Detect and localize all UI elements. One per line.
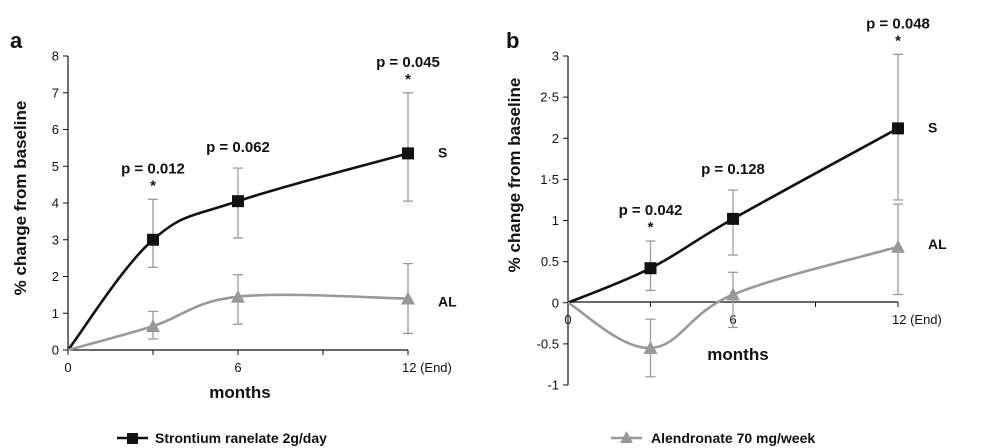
- legend-label-alendronate: Alendronate 70 mg/week: [651, 430, 815, 446]
- panel-b-point-strontium: [892, 122, 904, 135]
- panel-b-point-alendronate: [643, 340, 658, 354]
- panel-a-pvalue-label: p = 0.062: [206, 139, 270, 156]
- panel-b-y-tick-label: -0.5: [537, 336, 559, 351]
- panel-b-pvalue-label: p = 0.048: [866, 15, 930, 32]
- panel-a-point-strontium: [232, 195, 244, 208]
- panel-b-x-tick-label: 0: [564, 312, 571, 327]
- panel-a-y-tick-label: 0: [52, 343, 59, 358]
- panel-b-y-tick-label: 3: [552, 49, 559, 64]
- legend-marker-triangle: [620, 431, 633, 443]
- panel-a-x-tick-label: 6: [234, 360, 241, 375]
- legend-marker-square: [127, 433, 138, 444]
- panel-a-x-tick-label: 12 (End): [402, 360, 452, 375]
- panel-a-y-tick-label: 2: [52, 269, 59, 284]
- panel-b-y-tick-label: -1: [547, 378, 559, 393]
- legend-item-strontium: Strontium ranelate 2g/day: [117, 430, 327, 446]
- panel-a-series-label-alendronate: AL: [438, 294, 457, 310]
- panel-b-point-strontium: [644, 262, 657, 275]
- panel-a-significance-star: *: [150, 177, 156, 194]
- panel-b-y-tick-label: 2: [552, 131, 559, 146]
- panel-a-pvalue-label: p = 0.012: [121, 160, 185, 177]
- panel-a-y-tick-label: 6: [52, 122, 59, 137]
- panel-a-y-tick-label: 3: [52, 232, 59, 247]
- panel-b-significance-star: *: [895, 32, 901, 49]
- panel-b-pvalue-label: p = 0.128: [701, 161, 765, 178]
- panel-b-y-tick-label: 1·5: [540, 172, 559, 187]
- panel-b-y-tick-label: 2·5: [540, 90, 559, 105]
- panel-a-y-tick-label: 7: [52, 85, 59, 100]
- panel-a-pvalue-label: p = 0.045: [376, 54, 440, 71]
- panel-b-ylabel: % change from baseline: [505, 78, 524, 273]
- legend-label-strontium: Strontium ranelate 2g/day: [155, 430, 327, 446]
- panel-b-y-tick-label: 1: [552, 213, 559, 228]
- panel-b-series-label-strontium: S: [928, 119, 937, 135]
- panel-b-line-alendronate: [567, 245, 899, 350]
- panel-a-y-tick-label: 5: [52, 159, 59, 174]
- panel-a-point-strontium: [402, 147, 414, 160]
- legend-item-alendronate: Alendronate 70 mg/week: [611, 430, 815, 446]
- panel-a-y-tick-label: 4: [52, 196, 59, 211]
- panel-a-line-alendronate: [67, 293, 409, 352]
- panel-a-point-alendronate: [146, 319, 160, 333]
- panel-a-xlabel: months: [209, 383, 270, 402]
- panel-a-y-tick-label: 8: [52, 49, 59, 64]
- panel-b-point-alendronate: [891, 239, 905, 253]
- panel-b-line-strontium: [567, 127, 899, 304]
- panel-a-y-tick-label: 1: [52, 306, 59, 321]
- panel-b-point-alendronate: [726, 287, 740, 301]
- panel-b-x-tick-label: 12 (End): [892, 312, 942, 327]
- panel-a-x-tick-label: 0: [64, 360, 71, 375]
- panel-b-series-label-alendronate: AL: [928, 236, 947, 252]
- panel-b-significance-star: *: [648, 219, 654, 236]
- panel-a-point-alendronate: [231, 289, 245, 303]
- panel-a-ylabel: % change from baseline: [11, 101, 30, 296]
- panel-a-point-alendronate: [401, 291, 415, 305]
- panel-a-significance-star: *: [405, 71, 411, 88]
- panel-b-y-tick-label: 0: [552, 295, 559, 310]
- panel-b-y-tick-label: 0.5: [541, 254, 559, 269]
- panel-b-pvalue-label: p = 0.042: [619, 202, 683, 219]
- panel-b-letter: b: [506, 28, 519, 53]
- panel-b-xlabel: months: [707, 345, 768, 364]
- panel-a-series-label-strontium: S: [438, 144, 447, 160]
- panel-a-letter: a: [10, 28, 23, 53]
- panel-b-point-strontium: [727, 212, 739, 225]
- panel-a-line-strontium: [66, 152, 409, 351]
- panel-a-point-strontium: [147, 233, 159, 246]
